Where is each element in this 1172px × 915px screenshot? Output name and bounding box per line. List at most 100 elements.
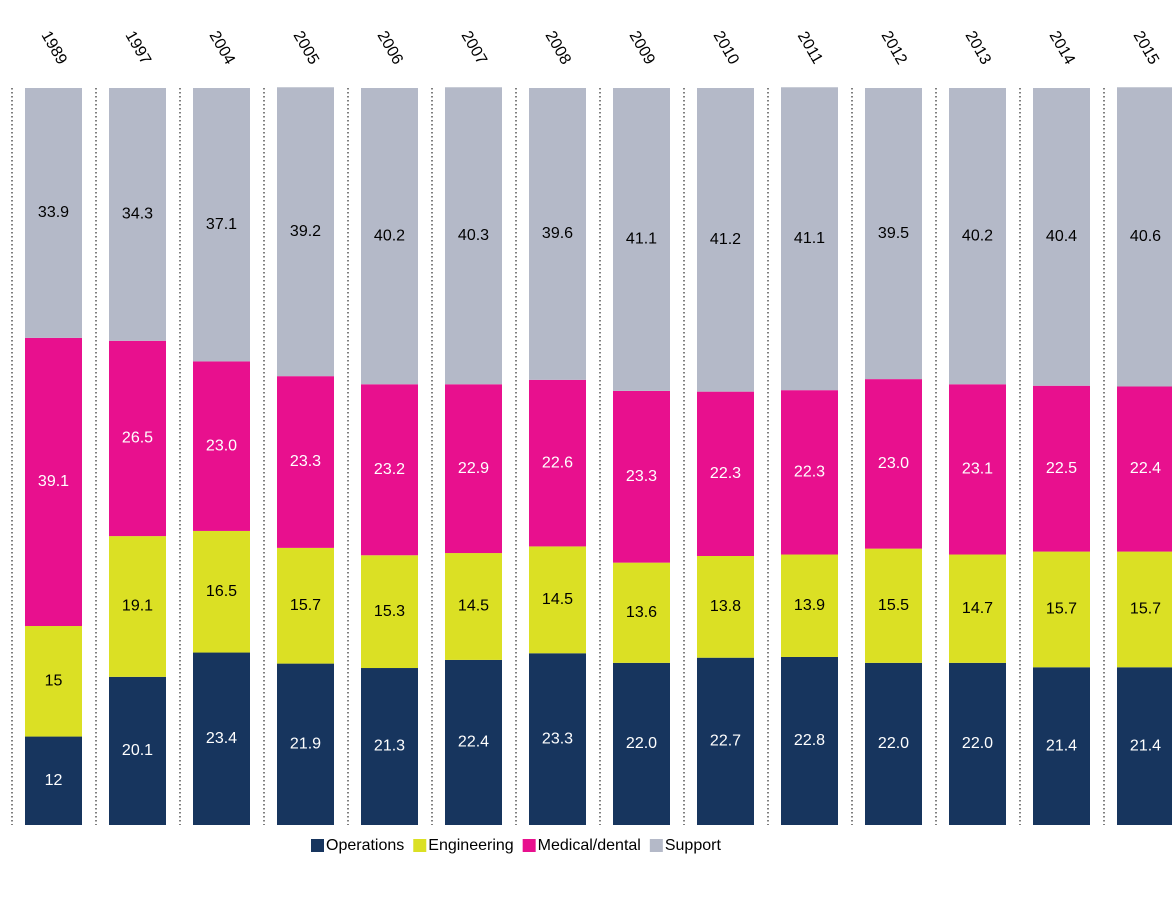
data-label: 23.3 [542,730,573,747]
x-tick-label: 2013 [961,28,994,67]
bar-segment [1033,667,1090,825]
bar-segment [277,547,334,664]
data-label: 14.5 [542,591,573,608]
bar-segment [445,87,502,385]
bar-segment [25,626,82,737]
data-label: 22.3 [710,465,741,482]
bar-segment [25,337,82,627]
data-label: 40.2 [374,227,405,244]
bar-segment [109,88,166,341]
data-label: 22.0 [878,735,909,752]
x-tick-label: 2014 [1045,28,1078,67]
x-tick-label: 2005 [289,28,322,67]
bar-segment [949,554,1006,663]
bar-segment [1033,551,1090,668]
bar-segment [193,88,250,362]
data-label: 19.1 [122,598,153,615]
bar-segment [1117,87,1172,387]
data-label: 23.4 [206,730,237,747]
bar-segment [193,361,250,531]
bar-segment [25,88,82,338]
x-tick-label: 2012 [877,28,910,67]
bar-segment [361,88,418,385]
data-label: 33.9 [38,204,69,221]
bar-segment [1033,385,1090,552]
data-label: 20.1 [122,742,153,759]
data-label: 23.2 [374,461,405,478]
legend-swatch [311,839,324,852]
bar-segment [277,376,334,548]
bar-segment [361,555,418,669]
x-tick-label: 2010 [709,28,742,67]
bar-segment [361,384,418,556]
data-label: 39.6 [542,225,573,242]
bar-segment [613,88,670,391]
x-tick-label: 1989 [37,28,70,67]
bar-segment [25,736,82,825]
bar-segment [781,656,838,825]
data-label: 23.1 [962,461,993,478]
data-label: 34.3 [122,206,153,223]
bar-segment [109,676,166,825]
bar-segment [613,390,670,563]
bar-segment [445,384,502,554]
data-label: 22.3 [794,464,825,481]
bar-segment [697,391,754,556]
bar-segment [529,653,586,825]
data-label: 39.2 [290,223,321,240]
data-label: 22.7 [710,733,741,750]
data-label: 22.4 [458,734,489,751]
bar-segment [1117,386,1172,552]
legend-swatch [413,839,427,852]
bar-segment [193,652,250,825]
bar-segment [1117,667,1172,825]
data-label: 14.7 [962,600,993,617]
data-label: 21.3 [374,738,405,755]
data-label: 12 [45,772,63,789]
bar-segment [277,87,334,377]
data-label: 41.2 [710,231,741,248]
data-label: 22.9 [458,460,489,477]
x-tick-label: 2004 [205,28,238,67]
data-label: 22.5 [1046,460,1077,477]
data-label: 37.1 [206,216,237,233]
legend-swatch [649,839,663,852]
bar-segment [445,659,502,825]
data-label: 15 [45,673,63,690]
data-label: 41.1 [626,231,657,248]
bar-segment [781,87,838,391]
data-label: 15.5 [878,597,909,614]
data-label: 23.3 [626,468,657,485]
data-label: 15.7 [290,597,321,614]
x-tick-label: 1997 [121,28,154,67]
bar-segment [529,379,586,547]
data-label: 21.4 [1046,737,1077,754]
data-label: 23.0 [878,455,909,472]
x-tick-label: 2008 [541,28,574,67]
data-label: 16.5 [206,583,237,600]
data-label: 22.0 [962,735,993,752]
data-label: 22.8 [794,732,825,749]
data-label: 22.4 [1130,460,1161,477]
bar-segment [697,657,754,825]
bar-segment [697,555,754,658]
data-label: 22.0 [626,735,657,752]
data-label: 39.5 [878,225,909,242]
data-label: 26.5 [122,430,153,447]
bar-segment [109,340,166,537]
bar-segment [529,546,586,654]
data-label: 22.6 [542,454,573,471]
legend-label: Operations [326,837,404,854]
legend-label: Support [665,837,722,854]
data-label: 21.4 [1130,737,1161,754]
data-label: 21.9 [290,736,321,753]
data-label: 13.8 [710,598,741,615]
data-label: 40.6 [1130,228,1161,245]
data-label: 23.3 [290,453,321,470]
bar-segment [1033,88,1090,386]
data-label: 15.7 [1046,601,1077,618]
bar-segment [529,88,586,380]
bar-segment [445,553,502,660]
data-label: 13.9 [794,597,825,614]
